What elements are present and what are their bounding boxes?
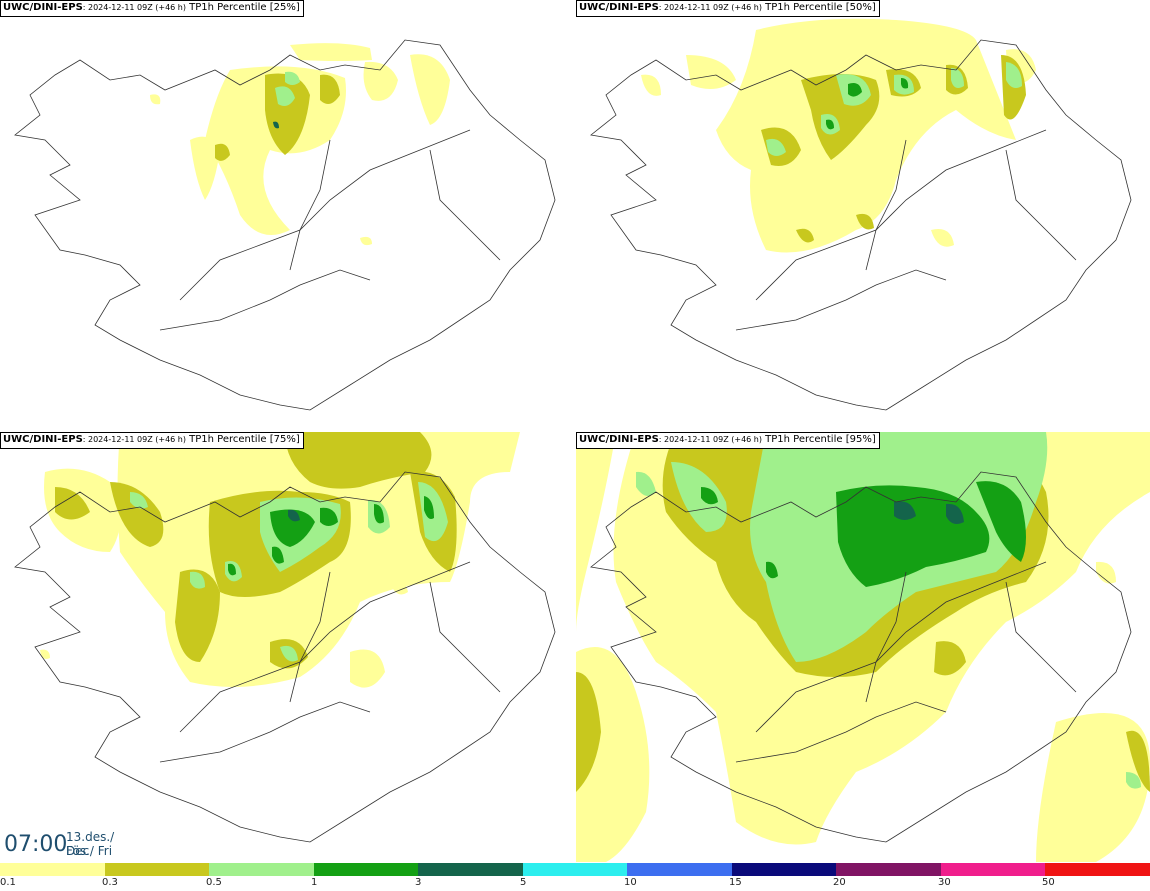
colorbar-segment [731,863,837,876]
colorbar-segment [209,863,314,876]
precip-map-p95 [576,432,1150,862]
colorbar-ticks: 0.1 0.3 0.5 1 3 5 10 15 20 30 50 [0,876,1150,891]
colorbar-segment [1045,863,1150,876]
map-panel-p95: UWC/DINI-EPS: 2024-12-11 09Z (+46 h) TP1… [576,432,1150,862]
panel-title: UWC/DINI-EPS: 2024-12-11 09Z (+46 h) TP1… [576,432,880,449]
precip-map-p75 [14,432,556,843]
colorbar-tick-label: 15 [729,877,742,888]
colorbar-segment [0,863,105,876]
colorbar-tick-label: 30 [938,877,951,888]
colorbar-tick-label: 5 [520,877,527,888]
panel-title: UWC/DINI-EPS: 2024-12-11 09Z (+46 h) TP1… [0,432,304,449]
precip-map-p50 [590,18,1132,411]
colorbar-tick-label: 0.5 [206,877,222,888]
map-panel-p50: UWC/DINI-EPS: 2024-12-11 09Z (+46 h) TP1… [576,0,1150,430]
panel-title: UWC/DINI-EPS: 2024-12-11 09Z (+46 h) TP1… [0,0,304,17]
colorbar-segment [940,863,1046,876]
precip-map-p25 [14,39,556,411]
colorbar-tick-label: 3 [415,877,422,888]
map-panel-p25: UWC/DINI-EPS: 2024-12-11 09Z (+46 h) TP1… [0,0,574,430]
precip-colorbar [0,863,1150,876]
colorbar-tick-label: 0.1 [0,877,16,888]
colorbar-segment [522,863,628,876]
valid-time-clock: 07:00 [4,832,68,857]
valid-time-box: 07:00 13.des./ Dec Fös./ Fri [0,828,140,862]
colorbar-segment [418,863,523,876]
colorbar-segment [627,863,732,876]
colorbar-tick-label: 10 [624,877,637,888]
colorbar-tick-label: 20 [833,877,846,888]
valid-date: 13.des./ Dec [66,830,115,858]
valid-day: Fös./ Fri [66,844,113,858]
panel-title: UWC/DINI-EPS: 2024-12-11 09Z (+46 h) TP1… [576,0,880,17]
map-panel-p75: UWC/DINI-EPS: 2024-12-11 09Z (+46 h) TP1… [0,432,574,862]
colorbar-tick-label: 0.3 [102,877,118,888]
colorbar-tick-label: 50 [1042,877,1055,888]
colorbar-tick-label: 1 [311,877,318,888]
colorbar-segment [836,863,941,876]
colorbar-segment [313,863,419,876]
colorbar-segment [104,863,210,876]
